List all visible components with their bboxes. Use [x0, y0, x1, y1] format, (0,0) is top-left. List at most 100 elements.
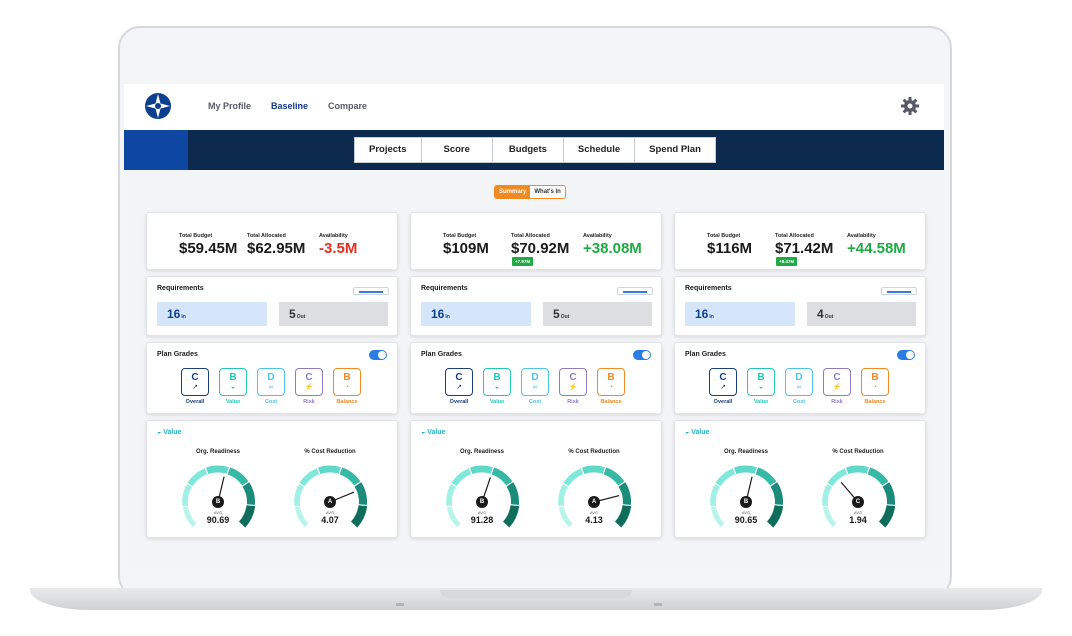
- total-allocated-value: $62.95M: [247, 240, 306, 257]
- gauge-segment: [317, 465, 341, 475]
- gauge-segment: [733, 465, 757, 475]
- grade-balance[interactable]: B ◔: [333, 368, 361, 396]
- gauge-segment: [242, 482, 255, 505]
- requirements-in-box[interactable]: 16In: [685, 302, 795, 326]
- gauge-segment: [563, 468, 584, 487]
- brand-logo-icon[interactable]: [144, 92, 172, 120]
- grade-overall[interactable]: C ↗: [445, 368, 473, 396]
- grade-label: Cost: [792, 399, 806, 405]
- requirements-in-box[interactable]: 16In: [157, 302, 267, 326]
- grade-overall-icon: ↗: [720, 384, 726, 391]
- grade-risk[interactable]: C ⚡: [823, 368, 851, 396]
- grade-value-icon: ◒: [230, 384, 236, 391]
- requirements-title: Requirements: [685, 285, 732, 292]
- cost-reduction-title: % Cost Reduction: [832, 449, 884, 455]
- grade-overall[interactable]: C ↗: [709, 368, 737, 396]
- allocated-delta-badge: +8.47M: [776, 257, 798, 266]
- gauge-segment: [294, 484, 304, 507]
- availability-label: Availability: [583, 233, 612, 239]
- nav-my-profile[interactable]: My Profile: [208, 101, 252, 111]
- tab-schedule[interactable]: Schedule: [564, 138, 636, 162]
- budget-card: Total Budget $116M Total Allocated $71.4…: [674, 212, 926, 270]
- budget-card: Total Budget $59.45M Total Allocated $62…: [146, 212, 398, 270]
- section-tab-bar: Projects Score Budgets Schedule Spend Pl…: [124, 130, 944, 170]
- plan-grades-switch[interactable]: [897, 350, 915, 360]
- cost-reduction-grade-letter: A: [588, 496, 600, 508]
- grade-label: Balance: [336, 399, 358, 405]
- grade-cost[interactable]: D ∞: [521, 368, 549, 396]
- grade-balance-icon: ◔: [872, 384, 878, 391]
- gauge-segment: [710, 484, 720, 507]
- plan-grades-title: Plan Grades: [421, 351, 462, 358]
- requirements-out-box[interactable]: 5Out: [279, 302, 388, 326]
- grade-value[interactable]: B ◒: [219, 368, 247, 396]
- gauge-segment: [614, 504, 632, 528]
- availability-value: +38.08M: [583, 240, 642, 257]
- requirements-out-count: 5Out: [289, 307, 306, 321]
- requirements-expand-control[interactable]: [617, 287, 653, 295]
- grade-balance-icon: ◔: [608, 384, 614, 391]
- requirements-card: Requirements 16In 5Out: [146, 276, 398, 336]
- plan-grades-switch[interactable]: [633, 350, 651, 360]
- tab-budgets[interactable]: Budgets: [493, 138, 564, 162]
- cost-reduction-title: % Cost Reduction: [304, 449, 356, 455]
- whats-in-toggle[interactable]: What's In: [530, 186, 565, 198]
- top-nav: My Profile Baseline Compare: [124, 84, 944, 130]
- plan-grades-switch[interactable]: [369, 350, 387, 360]
- grade-overall[interactable]: C ↗: [181, 368, 209, 396]
- grade-balance[interactable]: B ◔: [861, 368, 889, 396]
- tab-projects[interactable]: Projects: [355, 138, 422, 162]
- nav-compare[interactable]: Compare: [328, 101, 368, 111]
- summary-toggle[interactable]: Summary: [495, 186, 531, 198]
- requirements-expand-control[interactable]: [881, 287, 917, 295]
- org-readiness-avg-value: 90.65: [734, 515, 758, 525]
- total-allocated-label: Total Allocated: [511, 233, 550, 239]
- gauge-segment: [238, 504, 256, 528]
- requirements-in-box[interactable]: 16In: [421, 302, 531, 326]
- laptop-foot: [654, 603, 662, 606]
- gauge-segment: [187, 468, 208, 487]
- grade-risk[interactable]: C ⚡: [559, 368, 587, 396]
- gear-icon[interactable]: [900, 96, 920, 116]
- gauge-segment: [755, 467, 777, 486]
- grade-label: Risk: [567, 399, 579, 405]
- gauge-segment: [469, 465, 493, 475]
- org-readiness-title: Org. Readiness: [723, 449, 768, 455]
- grade-cost[interactable]: D ∞: [257, 368, 285, 396]
- gauge-segment: [354, 482, 367, 505]
- grade-cost[interactable]: D ∞: [785, 368, 813, 396]
- laptop-notch: [440, 590, 632, 598]
- grade-label: Overall: [713, 399, 733, 405]
- org-readiness-gauge: [710, 465, 784, 528]
- value-header: ◒ Value: [157, 429, 182, 436]
- section-tabs: Projects Score Budgets Schedule Spend Pl…: [354, 137, 716, 163]
- requirements-expand-control[interactable]: [353, 287, 389, 295]
- grade-label: Value: [225, 399, 241, 405]
- gauge-segment: [710, 506, 725, 528]
- gauge-segment: [205, 465, 229, 475]
- grade-value[interactable]: B ◒: [483, 368, 511, 396]
- grade-value[interactable]: B ◒: [747, 368, 775, 396]
- availability-label: Availability: [847, 233, 876, 239]
- requirements-in-count: 16In: [695, 307, 714, 321]
- grade-balance[interactable]: B ◔: [597, 368, 625, 396]
- speedometer-icon: ◒: [157, 429, 164, 436]
- tab-spend-plan[interactable]: Spend Plan: [649, 144, 701, 155]
- gauge-segment: [770, 482, 783, 505]
- gauge-segment: [581, 465, 605, 475]
- requirements-out-box[interactable]: 4Out: [807, 302, 916, 326]
- laptop-foot: [396, 603, 404, 606]
- grade-label: Cost: [528, 399, 542, 405]
- tab-score[interactable]: Score: [422, 138, 493, 162]
- grade-overall-icon: ↗: [192, 384, 198, 391]
- org-readiness-grade-letter: B: [740, 496, 752, 508]
- nav-baseline[interactable]: Baseline: [271, 101, 309, 111]
- total-budget-value: $59.45M: [179, 240, 238, 257]
- value-card: ◒ Value Org. Readiness % Cost Reduction …: [410, 420, 662, 538]
- availability-value: -3.5M: [319, 240, 358, 257]
- cost-reduction-title: % Cost Reduction: [568, 449, 620, 455]
- requirements-out-box[interactable]: 5Out: [543, 302, 652, 326]
- grade-risk[interactable]: C ⚡: [295, 368, 323, 396]
- grade-balance-icon: ◔: [344, 384, 350, 391]
- grade-cost-icon: ∞: [268, 384, 274, 391]
